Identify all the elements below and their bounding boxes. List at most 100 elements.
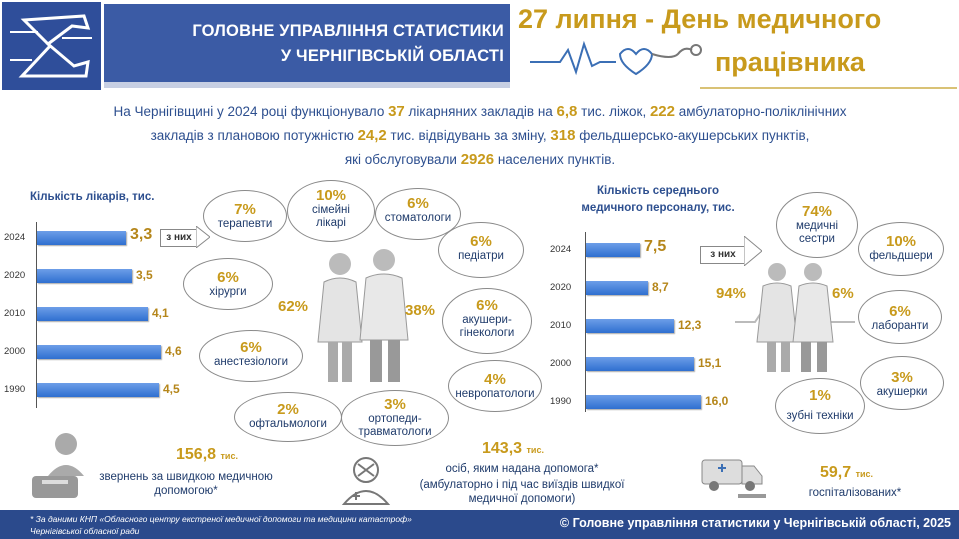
fap-count: 318 bbox=[550, 127, 575, 144]
aid-stat: 143,3 тис. bbox=[482, 440, 544, 458]
sigma-logo-icon bbox=[2, 2, 101, 90]
call-center-icon bbox=[28, 430, 94, 500]
spec-label: сімейні лікарі bbox=[306, 204, 356, 230]
intro-text: На Чернігівщині у 2024 році функціонувал… bbox=[114, 104, 389, 119]
banner-shadow bbox=[104, 82, 510, 88]
intro-text: закладів з плановою потужністю bbox=[151, 128, 358, 143]
calls-stat: 156,8 тис. bbox=[176, 446, 238, 464]
spec-pct: 6% bbox=[859, 303, 941, 320]
nurses-women-pct: 94% bbox=[716, 285, 746, 302]
nurses-year-label: 2000 bbox=[550, 358, 571, 369]
footnote: * За даними КНП «Обласного центру екстре… bbox=[30, 513, 412, 537]
spec-label: акушерки bbox=[861, 386, 943, 399]
calls-text: звернень за швидкою медичною допомогою* bbox=[96, 470, 276, 498]
nurses-chart-title: Кількість середнього медичного персоналу,… bbox=[558, 183, 758, 217]
title-underline bbox=[700, 87, 957, 89]
doctors-year-label: 2020 bbox=[4, 270, 25, 281]
beds-count: 6,8 bbox=[557, 103, 578, 120]
org-banner: ГОЛОВНЕ УПРАВЛІННЯ СТАТИСТИКИ У ЧЕРНІГІВ… bbox=[104, 4, 510, 82]
page-title-line1: 27 липня - День медичного bbox=[518, 4, 948, 35]
nurse-spec-lab: 6% лаборанти bbox=[858, 290, 942, 344]
aid-value: 143,3 bbox=[482, 440, 522, 457]
doctors-value-label: 3,3 bbox=[130, 226, 152, 244]
nurses-year-label: 2010 bbox=[550, 320, 571, 331]
doctors-bar bbox=[37, 269, 132, 283]
nurses-year-label: 2024 bbox=[550, 244, 571, 255]
aid-text2: (амбулаторно і під час виїздів швидкої м… bbox=[398, 478, 646, 506]
nurse-spec-dental-tech: 1% зубні техніки bbox=[775, 378, 865, 434]
nurses-bar bbox=[586, 243, 640, 257]
nurses-bar bbox=[586, 281, 648, 295]
hospitals-count: 37 bbox=[388, 103, 405, 120]
doc-spec-orthopedists: 3% ортопеди-травматологи bbox=[341, 390, 449, 446]
intro-text: амбулаторно-поліклінічних bbox=[675, 104, 846, 119]
doc-spec-therapists: 7% терапевти bbox=[203, 190, 287, 242]
settlements-count: 2926 bbox=[461, 151, 494, 168]
capacity-value: 24,2 bbox=[358, 127, 387, 144]
spec-label: акушери-гінекологи bbox=[452, 314, 522, 340]
nurses-bar bbox=[586, 395, 701, 409]
hosp-text: госпіталізованих* bbox=[790, 486, 920, 500]
spec-label: невропатологи bbox=[449, 388, 541, 401]
spec-label: стоматологи bbox=[376, 212, 460, 225]
doc-spec-pediatricians: 6% педіатри bbox=[438, 222, 524, 278]
spec-pct: 7% bbox=[204, 201, 286, 218]
doc-spec-family: 10% сімейні лікарі bbox=[287, 180, 375, 242]
doctors-women-pct: 62% bbox=[278, 298, 308, 315]
doctors-arrow-label: з них bbox=[160, 229, 198, 247]
org-logo bbox=[2, 2, 101, 90]
nurses-men-pct: 6% bbox=[832, 285, 854, 302]
nurse-spec-feldshers: 10% фельдшери bbox=[858, 222, 944, 276]
doctors-bar bbox=[37, 231, 126, 245]
doctors-bar bbox=[37, 383, 159, 397]
spec-pct: 74% bbox=[777, 203, 857, 220]
spec-label: педіатри bbox=[439, 250, 523, 263]
doctors-value-label: 4,1 bbox=[152, 306, 169, 320]
spec-pct: 6% bbox=[376, 195, 460, 212]
spec-label: медичні сестри bbox=[792, 220, 842, 246]
chart-title-line: медичного персоналу, тис. bbox=[558, 200, 758, 217]
ambulance-icon bbox=[698, 446, 770, 504]
copyright: © Головне управління статистики у Черніг… bbox=[560, 516, 951, 530]
doc-spec-ophthalmologists: 2% офтальмологи bbox=[234, 392, 342, 442]
nurse-spec-nurses: 74% медичні сестри bbox=[776, 192, 858, 258]
doc-spec-surgeons: 6% хірурги bbox=[183, 258, 273, 310]
spec-pct: 2% bbox=[235, 401, 341, 418]
intro-paragraph: На Чернігівщині у 2024 році функціонувал… bbox=[15, 100, 945, 172]
intro-text: фельдшерсько-акушерських пунктів, bbox=[575, 128, 809, 143]
spec-pct: 6% bbox=[200, 339, 302, 356]
spec-label: лаборанти bbox=[859, 320, 941, 333]
spec-pct: 6% bbox=[443, 297, 531, 314]
ambulatory-count: 222 bbox=[650, 103, 675, 120]
doc-spec-neurologists: 4% невропатологи bbox=[448, 360, 542, 412]
org-name-line1: ГОЛОВНЕ УПРАВЛІННЯ СТАТИСТИКИ bbox=[104, 22, 504, 41]
doctors-chart-title: Кількість лікарів, тис. bbox=[30, 191, 154, 203]
doctors-year-label: 2000 bbox=[4, 346, 25, 357]
intro-text: тис. відвідувань за зміну, bbox=[387, 128, 551, 143]
nurses-illustration bbox=[735, 262, 855, 374]
intro-text: населених пунктів. bbox=[494, 152, 615, 167]
nurses-value-label: 16,0 bbox=[705, 394, 728, 408]
spec-pct: 3% bbox=[861, 369, 943, 386]
spec-pct: 4% bbox=[449, 371, 541, 388]
doctors-illustration bbox=[310, 246, 420, 386]
aid-unit: тис. bbox=[527, 445, 544, 455]
calls-value: 156,8 bbox=[176, 446, 216, 463]
nurses-value-label: 12,3 bbox=[678, 318, 701, 332]
intro-text: тис. ліжок, bbox=[577, 104, 650, 119]
hosp-unit: тис. bbox=[856, 469, 873, 479]
page-title-line2: працівника bbox=[715, 47, 865, 78]
calls-unit: тис. bbox=[221, 451, 238, 461]
spec-pct: 6% bbox=[439, 233, 523, 250]
hosp-stat: 59,7 тис. bbox=[820, 464, 873, 482]
doctors-bar bbox=[37, 345, 161, 359]
nurses-year-label: 2020 bbox=[550, 282, 571, 293]
hosp-value: 59,7 bbox=[820, 464, 851, 481]
spec-label: анестезіологи bbox=[200, 356, 302, 369]
spec-pct: 10% bbox=[288, 187, 374, 204]
doctors-year-label: 2010 bbox=[4, 308, 25, 319]
nurses-value-label: 15,1 bbox=[698, 356, 721, 370]
nurses-value-label: 8,7 bbox=[652, 280, 669, 294]
spec-label: ортопеди-травматологи bbox=[355, 413, 435, 439]
nurses-bar bbox=[586, 357, 694, 371]
